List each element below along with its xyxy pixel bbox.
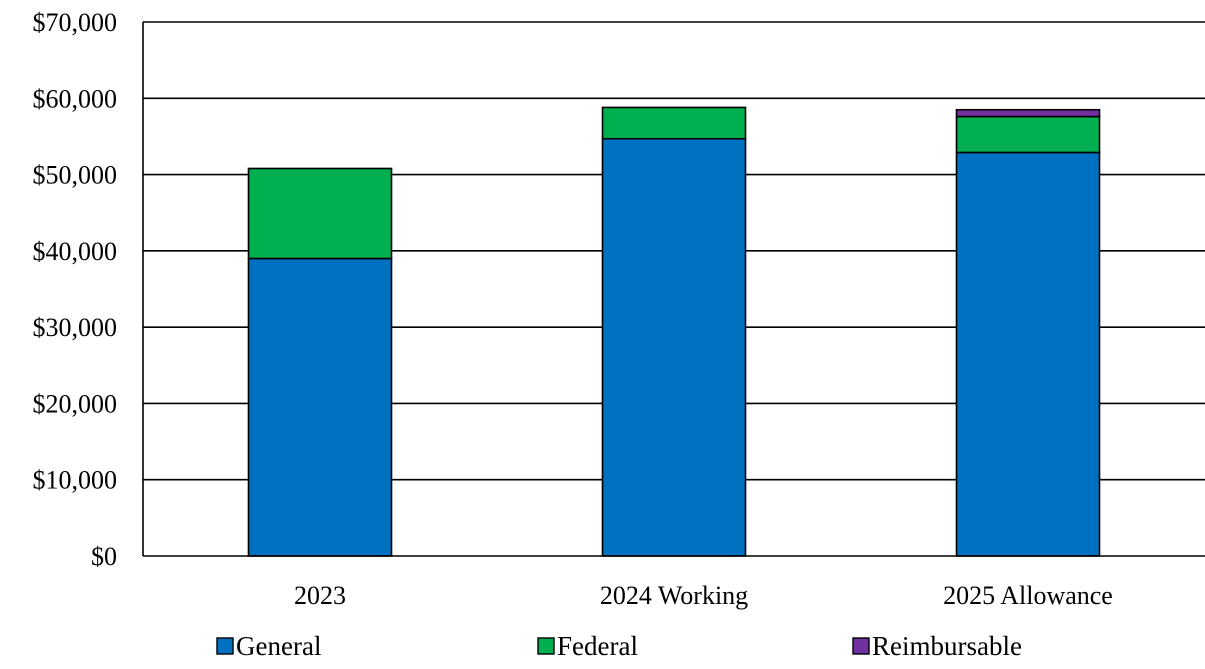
legend: General Federal Reimbursable (216, 631, 1022, 661)
x-tick-label: 2025 Allowance (943, 581, 1113, 610)
x-tick-label: 2023 (294, 581, 346, 610)
legend-swatch (216, 637, 234, 655)
bar-reimbursable-2025-allowance (955, 108, 1101, 118)
legend-swatch (537, 637, 555, 655)
legend-item-general: General (216, 631, 321, 661)
y-tick-label: $70,000 (33, 8, 118, 37)
y-tick-label: $40,000 (33, 237, 118, 266)
x-tick-labels: 2023 2024 Working 2025 Allowance (294, 581, 1113, 610)
legend-swatch (852, 637, 870, 655)
x-tick-label: 2024 Working (600, 581, 748, 610)
bar-federal-2025-allowance (955, 115, 1101, 154)
legend-item-federal: Federal (537, 631, 638, 661)
bar-federal-2024-working (601, 106, 747, 140)
legend-label: Federal (557, 631, 638, 661)
bar-general-2025-allowance (955, 151, 1101, 557)
bar-federal-2023 (247, 167, 393, 260)
y-tick-label: $30,000 (33, 313, 118, 342)
y-tick-labels: $0 $10,000 $20,000 $30,000 $40,000 $50,000 $60… (33, 8, 118, 571)
bar-general-2024-working (601, 137, 747, 557)
bar-general-2023 (247, 257, 393, 557)
y-tick-label: $50,000 (33, 161, 118, 190)
legend-label: General (236, 631, 321, 661)
y-tick-label: $60,000 (33, 84, 118, 113)
y-tick-label: $10,000 (33, 466, 118, 495)
axes (142, 22, 1205, 557)
legend-item-reimbursable: Reimbursable (852, 631, 1022, 661)
y-tick-label: $20,000 (33, 389, 118, 418)
y-tick-label: $0 (91, 542, 117, 571)
legend-label: Reimbursable (872, 631, 1022, 661)
bars (247, 106, 1101, 557)
